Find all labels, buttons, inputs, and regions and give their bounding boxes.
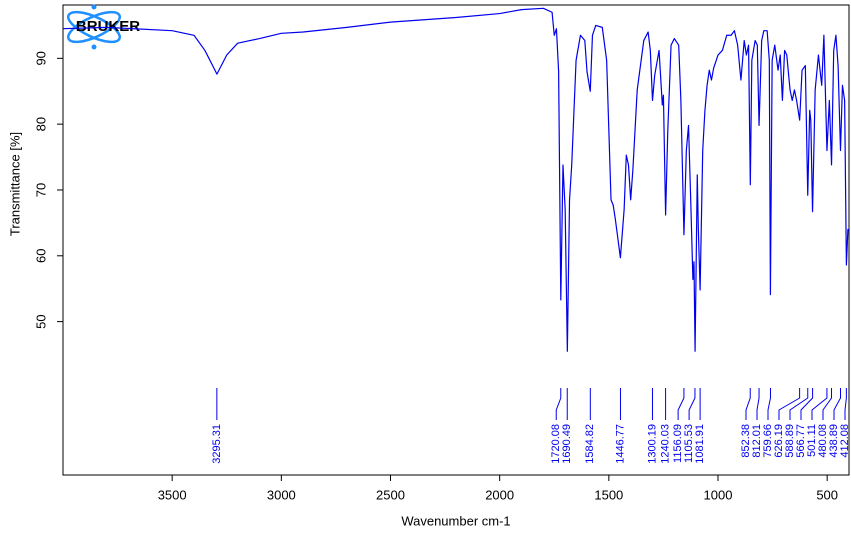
- x-tick-label: 2000: [485, 487, 514, 502]
- x-tick-label: 3000: [267, 487, 296, 502]
- x-tick-label: 1500: [594, 487, 623, 502]
- peak-marker: [688, 388, 696, 420]
- x-tick-label: 2500: [376, 487, 405, 502]
- y-tick-label: 90: [33, 51, 48, 65]
- y-tick-label: 60: [33, 249, 48, 263]
- peak-label: 812.01: [751, 424, 763, 458]
- peak-marker: [677, 388, 685, 420]
- logo-orbit: [67, 10, 121, 44]
- logo: BRUKER: [67, 4, 140, 50]
- peak-label: 3295.31: [211, 424, 223, 464]
- peak-label: 588.89: [784, 424, 796, 458]
- peak-marker: [811, 388, 828, 420]
- x-tick-label: 500: [816, 487, 838, 502]
- y-tick-label: 70: [33, 183, 48, 197]
- logo-text: BRUKER: [76, 18, 140, 35]
- x-tick-label: 1000: [704, 487, 733, 502]
- peak-label: 1105.53: [683, 424, 695, 463]
- peak-label: 626.19: [773, 424, 785, 458]
- peak-label: 1690.49: [561, 424, 573, 464]
- peak-marker: [555, 388, 562, 420]
- y-axis-title: Transmittance [%]: [7, 132, 22, 236]
- peak-label: 1240.03: [659, 424, 671, 464]
- x-axis-title: Wavenumber cm-1: [401, 513, 510, 528]
- peak-marker: [745, 388, 751, 420]
- peak-label: 1720.08: [550, 424, 562, 464]
- peak-marker: [778, 388, 801, 420]
- peak-marker: [756, 388, 760, 420]
- logo-dot: [91, 44, 97, 50]
- peak-marker: [800, 388, 814, 420]
- peak-label: 412.08: [839, 424, 851, 458]
- peak-label: 1300.19: [646, 424, 658, 464]
- peak-label: 759.66: [762, 424, 774, 458]
- peak-label: 1081.91: [694, 424, 706, 464]
- peak-marker: [789, 388, 809, 420]
- plot-frame: [62, 4, 850, 476]
- peak-label: 566.77: [795, 424, 807, 458]
- peak-label: 501.11: [806, 424, 818, 457]
- spectrum-line: [62, 7, 849, 352]
- logo-dot: [91, 4, 97, 10]
- peak-label: 852.38: [740, 424, 752, 458]
- y-tick-label: 50: [33, 314, 48, 328]
- peak-marker: [833, 388, 842, 420]
- peak-label: 480.08: [817, 424, 829, 458]
- x-tick-label: 3500: [158, 487, 187, 502]
- peak-label: 438.89: [828, 424, 840, 458]
- peak-label: 1446.77: [614, 424, 626, 464]
- peak-marker: [822, 388, 833, 420]
- logo-orbit: [67, 10, 121, 44]
- peak-marker: [844, 388, 847, 420]
- peak-marker: [767, 388, 771, 420]
- y-tick-label: 80: [33, 117, 48, 131]
- peak-label: 1584.82: [584, 424, 596, 464]
- peak-label: 1156.09: [672, 424, 684, 463]
